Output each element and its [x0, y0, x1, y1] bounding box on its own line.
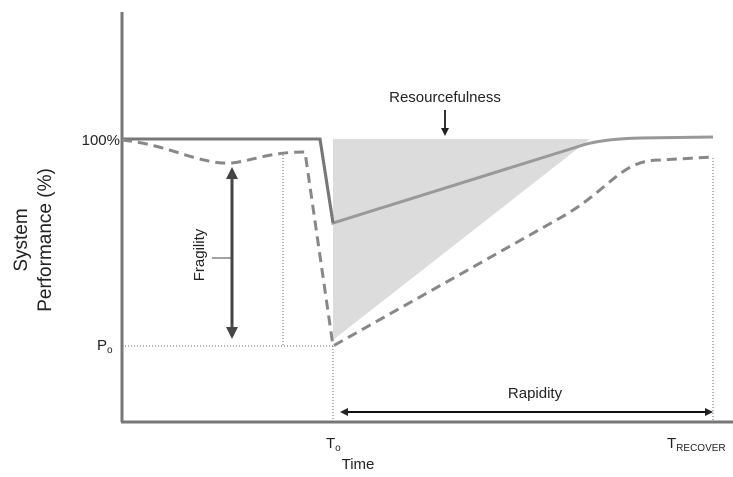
x-axis-label: Time [342, 456, 375, 473]
y-tick-100: 100% [82, 132, 120, 149]
to-main: T [326, 435, 335, 452]
guides [122, 152, 714, 422]
y-label-line1: System [11, 208, 32, 271]
recover-sub: RECOVER [676, 443, 725, 454]
resourcefulness-area [333, 139, 590, 340]
recover-main: T [667, 435, 676, 452]
x-tick-to: To [326, 435, 341, 454]
fragility-label: Fragility [191, 228, 208, 281]
rapidity-label: Rapidity [508, 385, 563, 402]
y-axis-label: System Performance (%) [11, 168, 56, 312]
po-main: P [97, 337, 107, 354]
po-sub: o [107, 345, 113, 356]
resourcefulness-label: Resourcefulness [389, 89, 501, 106]
performance-curve-start [122, 137, 335, 224]
x-tick-recover: TRECOVER [667, 435, 726, 454]
y-tick-po: Po [97, 337, 113, 356]
performance-curve [122, 135, 714, 225]
degraded-curve [121, 138, 714, 349]
y-label-line2: Performance (%) [35, 168, 56, 312]
to-sub: o [335, 443, 341, 454]
